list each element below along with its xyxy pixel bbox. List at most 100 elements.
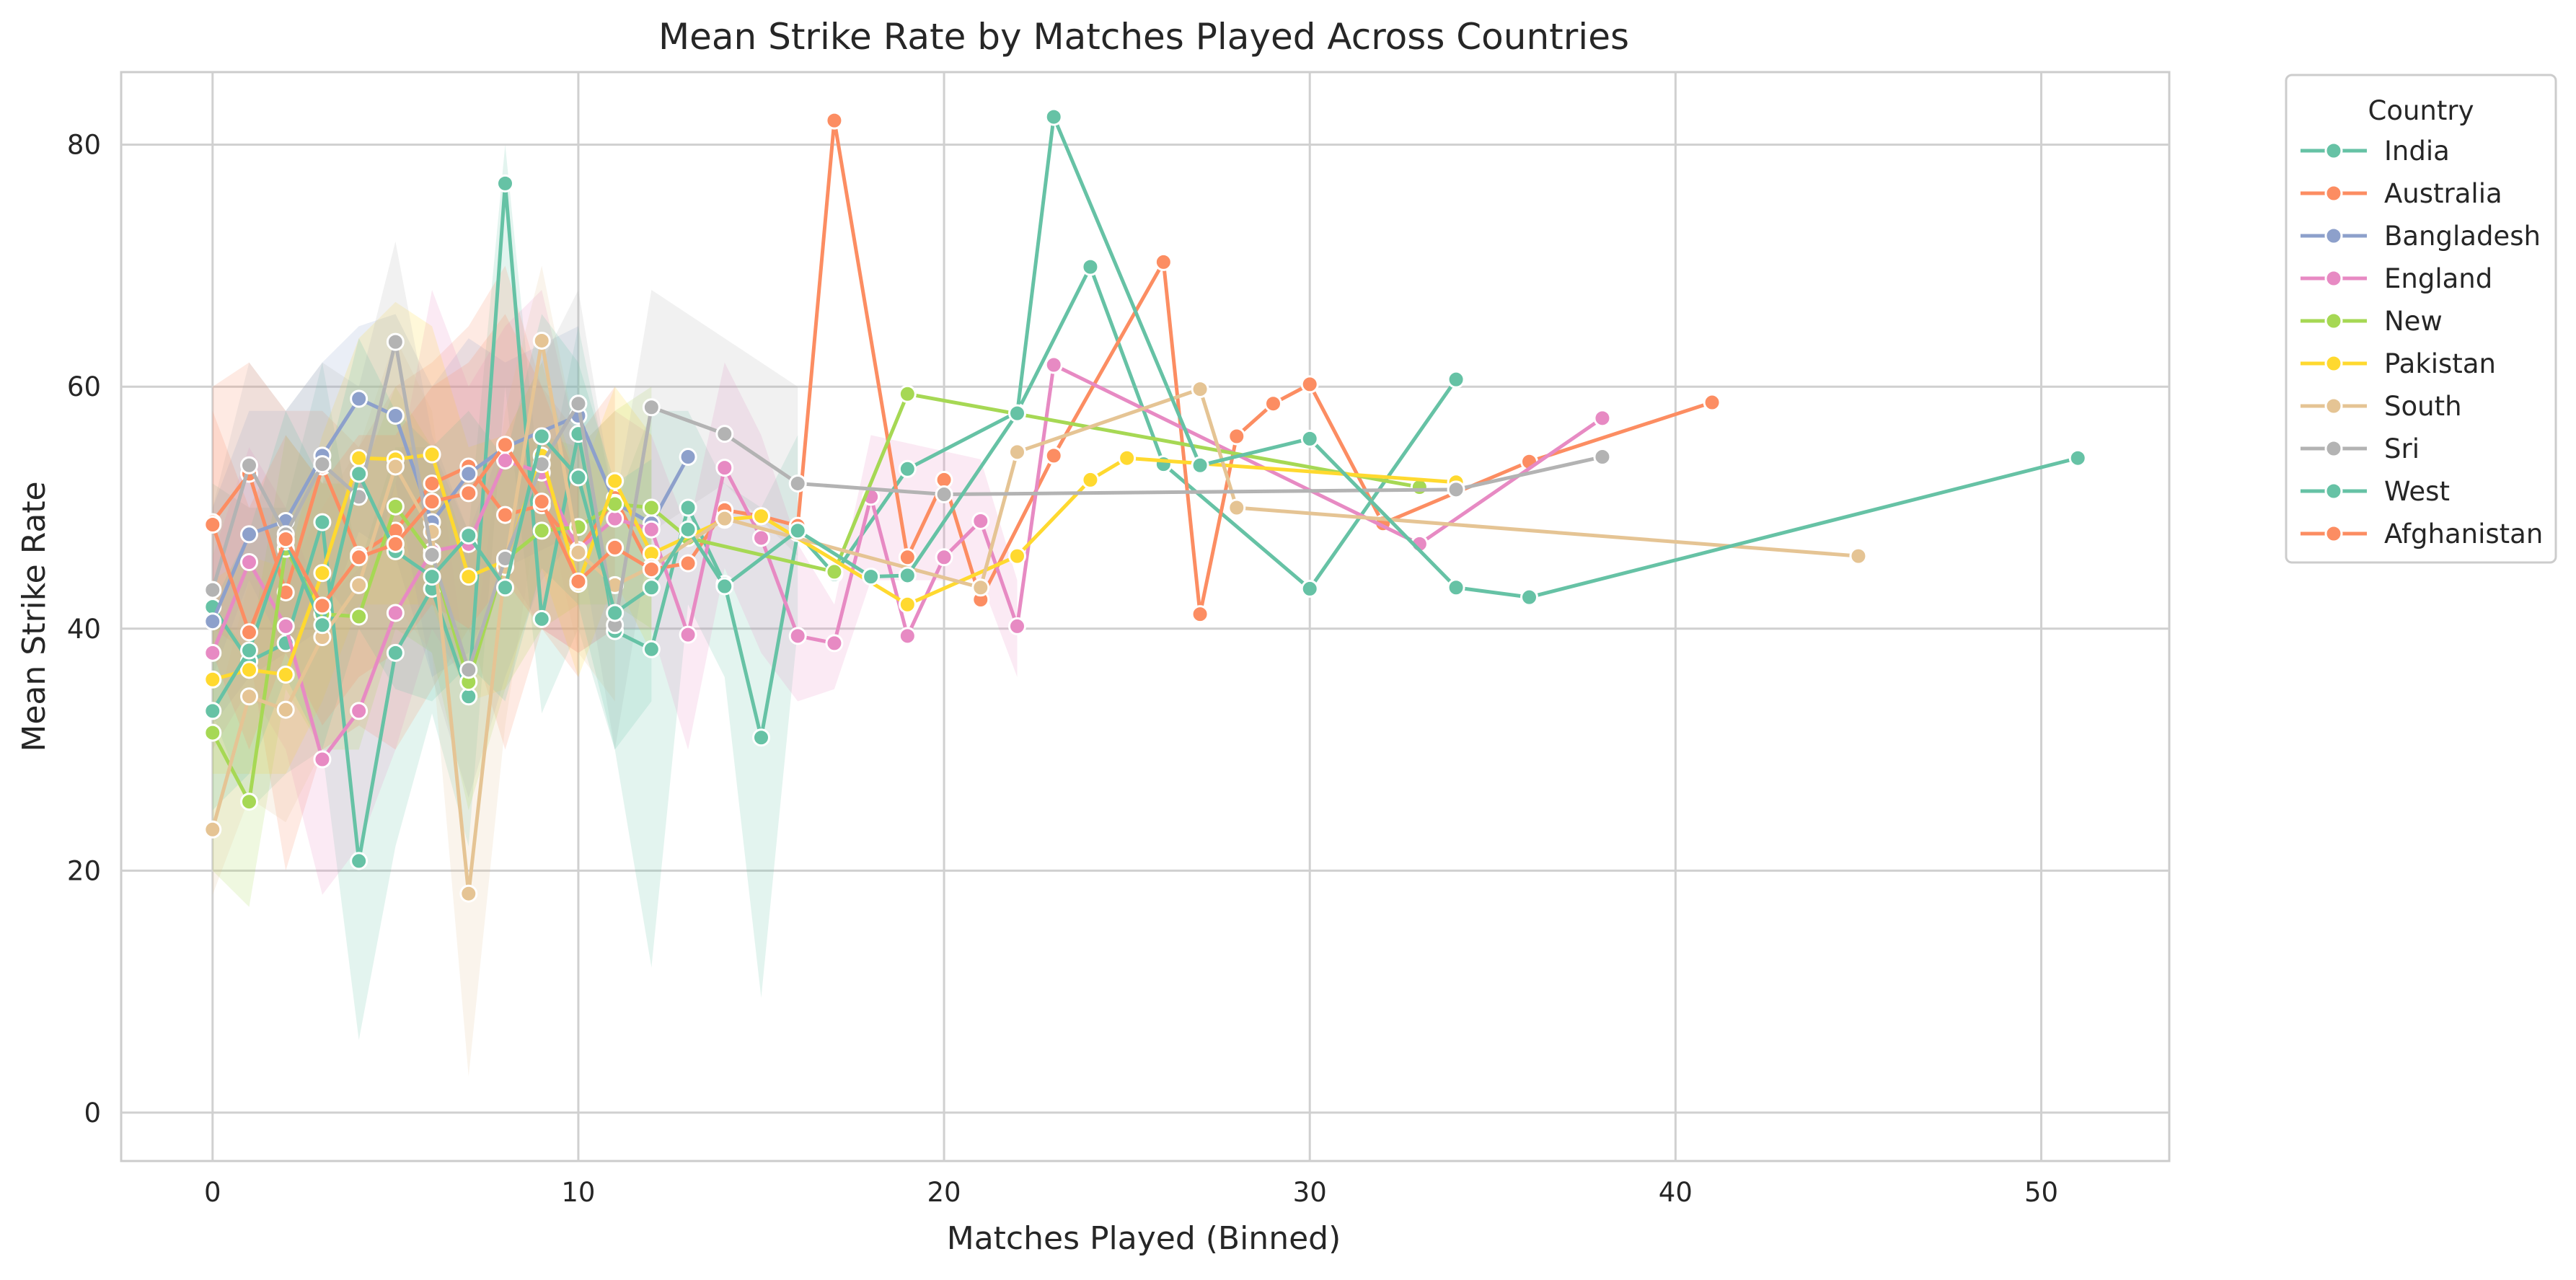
- data-point: [752, 507, 770, 526]
- data-point: [1081, 470, 1100, 489]
- data-point: [386, 497, 405, 516]
- data-point: [898, 566, 917, 585]
- data-point: [898, 627, 917, 645]
- data-point: [1191, 456, 1209, 475]
- confidence-band: [212, 265, 615, 1077]
- data-point: [1227, 427, 1246, 446]
- data-point: [459, 661, 478, 679]
- data-point: [1191, 605, 1209, 624]
- legend-label: England: [2384, 263, 2492, 294]
- data-point: [679, 625, 697, 644]
- y-tick-label: 60: [67, 371, 101, 402]
- data-point: [715, 425, 734, 443]
- data-point: [313, 750, 332, 769]
- data-point: [203, 702, 222, 720]
- x-tick-label: 0: [204, 1177, 221, 1208]
- legend-item: Sri: [2301, 433, 2420, 464]
- legend-label: Bangladesh: [2384, 221, 2541, 252]
- data-point: [240, 661, 258, 679]
- data-point: [715, 459, 734, 477]
- data-point: [569, 572, 588, 591]
- data-point: [898, 548, 917, 567]
- legend-item: Australia: [2301, 178, 2502, 209]
- data-point: [532, 427, 551, 446]
- data-point: [350, 575, 369, 594]
- legend-marker: [2324, 354, 2343, 373]
- series-west: [203, 107, 2087, 720]
- data-point: [350, 607, 369, 626]
- legend-label: Pakistan: [2384, 348, 2496, 379]
- data-point: [313, 513, 332, 531]
- data-point: [935, 485, 953, 504]
- y-tick-label: 0: [84, 1098, 101, 1129]
- data-point: [1008, 617, 1026, 635]
- grid-lines: [121, 72, 2169, 1161]
- data-point: [386, 406, 405, 425]
- series-line: [212, 452, 1457, 681]
- data-point: [313, 596, 332, 615]
- data-point: [313, 455, 332, 474]
- series-afghanistan: [203, 436, 661, 642]
- data-point: [642, 578, 661, 597]
- data-point: [313, 564, 332, 583]
- x-tick-label: 50: [2024, 1177, 2058, 1208]
- data-point: [1703, 393, 1721, 412]
- data-point: [971, 511, 990, 530]
- data-point: [459, 884, 478, 903]
- legend-marker: [2324, 269, 2343, 288]
- data-point: [1520, 588, 1538, 606]
- data-point: [386, 534, 405, 553]
- data-point: [1447, 370, 1465, 389]
- data-point: [715, 509, 734, 528]
- data-point: [642, 560, 661, 579]
- data-point: [825, 111, 844, 130]
- data-point: [532, 493, 551, 511]
- data-point: [423, 568, 441, 586]
- data-point: [569, 394, 588, 413]
- data-point: [898, 459, 917, 478]
- data-point: [752, 728, 770, 747]
- data-point: [1154, 252, 1173, 271]
- data-point: [203, 723, 222, 742]
- y-tick-label: 20: [67, 855, 101, 886]
- data-point: [240, 623, 258, 642]
- data-point: [752, 529, 770, 547]
- data-point: [386, 332, 405, 351]
- data-point: [423, 493, 441, 511]
- data-point: [1447, 480, 1465, 499]
- data-point: [1849, 547, 1868, 565]
- legend-marker: [2324, 524, 2343, 543]
- data-point: [240, 793, 258, 811]
- data-point: [1447, 578, 1465, 597]
- data-point: [1593, 409, 1612, 428]
- data-point: [788, 521, 807, 540]
- data-point: [203, 670, 222, 689]
- data-point: [1300, 579, 1319, 598]
- data-point: [203, 515, 222, 534]
- data-point: [606, 538, 625, 557]
- data-point: [240, 553, 258, 571]
- data-point: [386, 643, 405, 662]
- data-point: [386, 604, 405, 622]
- data-point: [606, 604, 625, 622]
- legend-frame: [2285, 74, 2557, 564]
- data-point: [459, 526, 478, 545]
- y-tick-label: 40: [67, 614, 101, 645]
- data-point: [1081, 257, 1100, 276]
- data-point: [240, 456, 258, 475]
- legend-item: Pakistan: [2301, 348, 2496, 379]
- legend-item: Bangladesh: [2301, 221, 2541, 252]
- data-point: [350, 449, 369, 467]
- data-point: [496, 506, 514, 524]
- data-point: [1264, 394, 1282, 413]
- data-point: [1191, 380, 1209, 399]
- legend-items: India Australia Bangladesh England New Pakist…: [2301, 136, 2543, 549]
- legend-marker: [2324, 397, 2343, 415]
- data-point: [1044, 356, 1063, 374]
- data-point: [532, 521, 551, 540]
- data-point: [386, 457, 405, 476]
- data-point: [240, 525, 258, 544]
- data-point: [459, 568, 478, 586]
- legend-marker: [2324, 312, 2343, 330]
